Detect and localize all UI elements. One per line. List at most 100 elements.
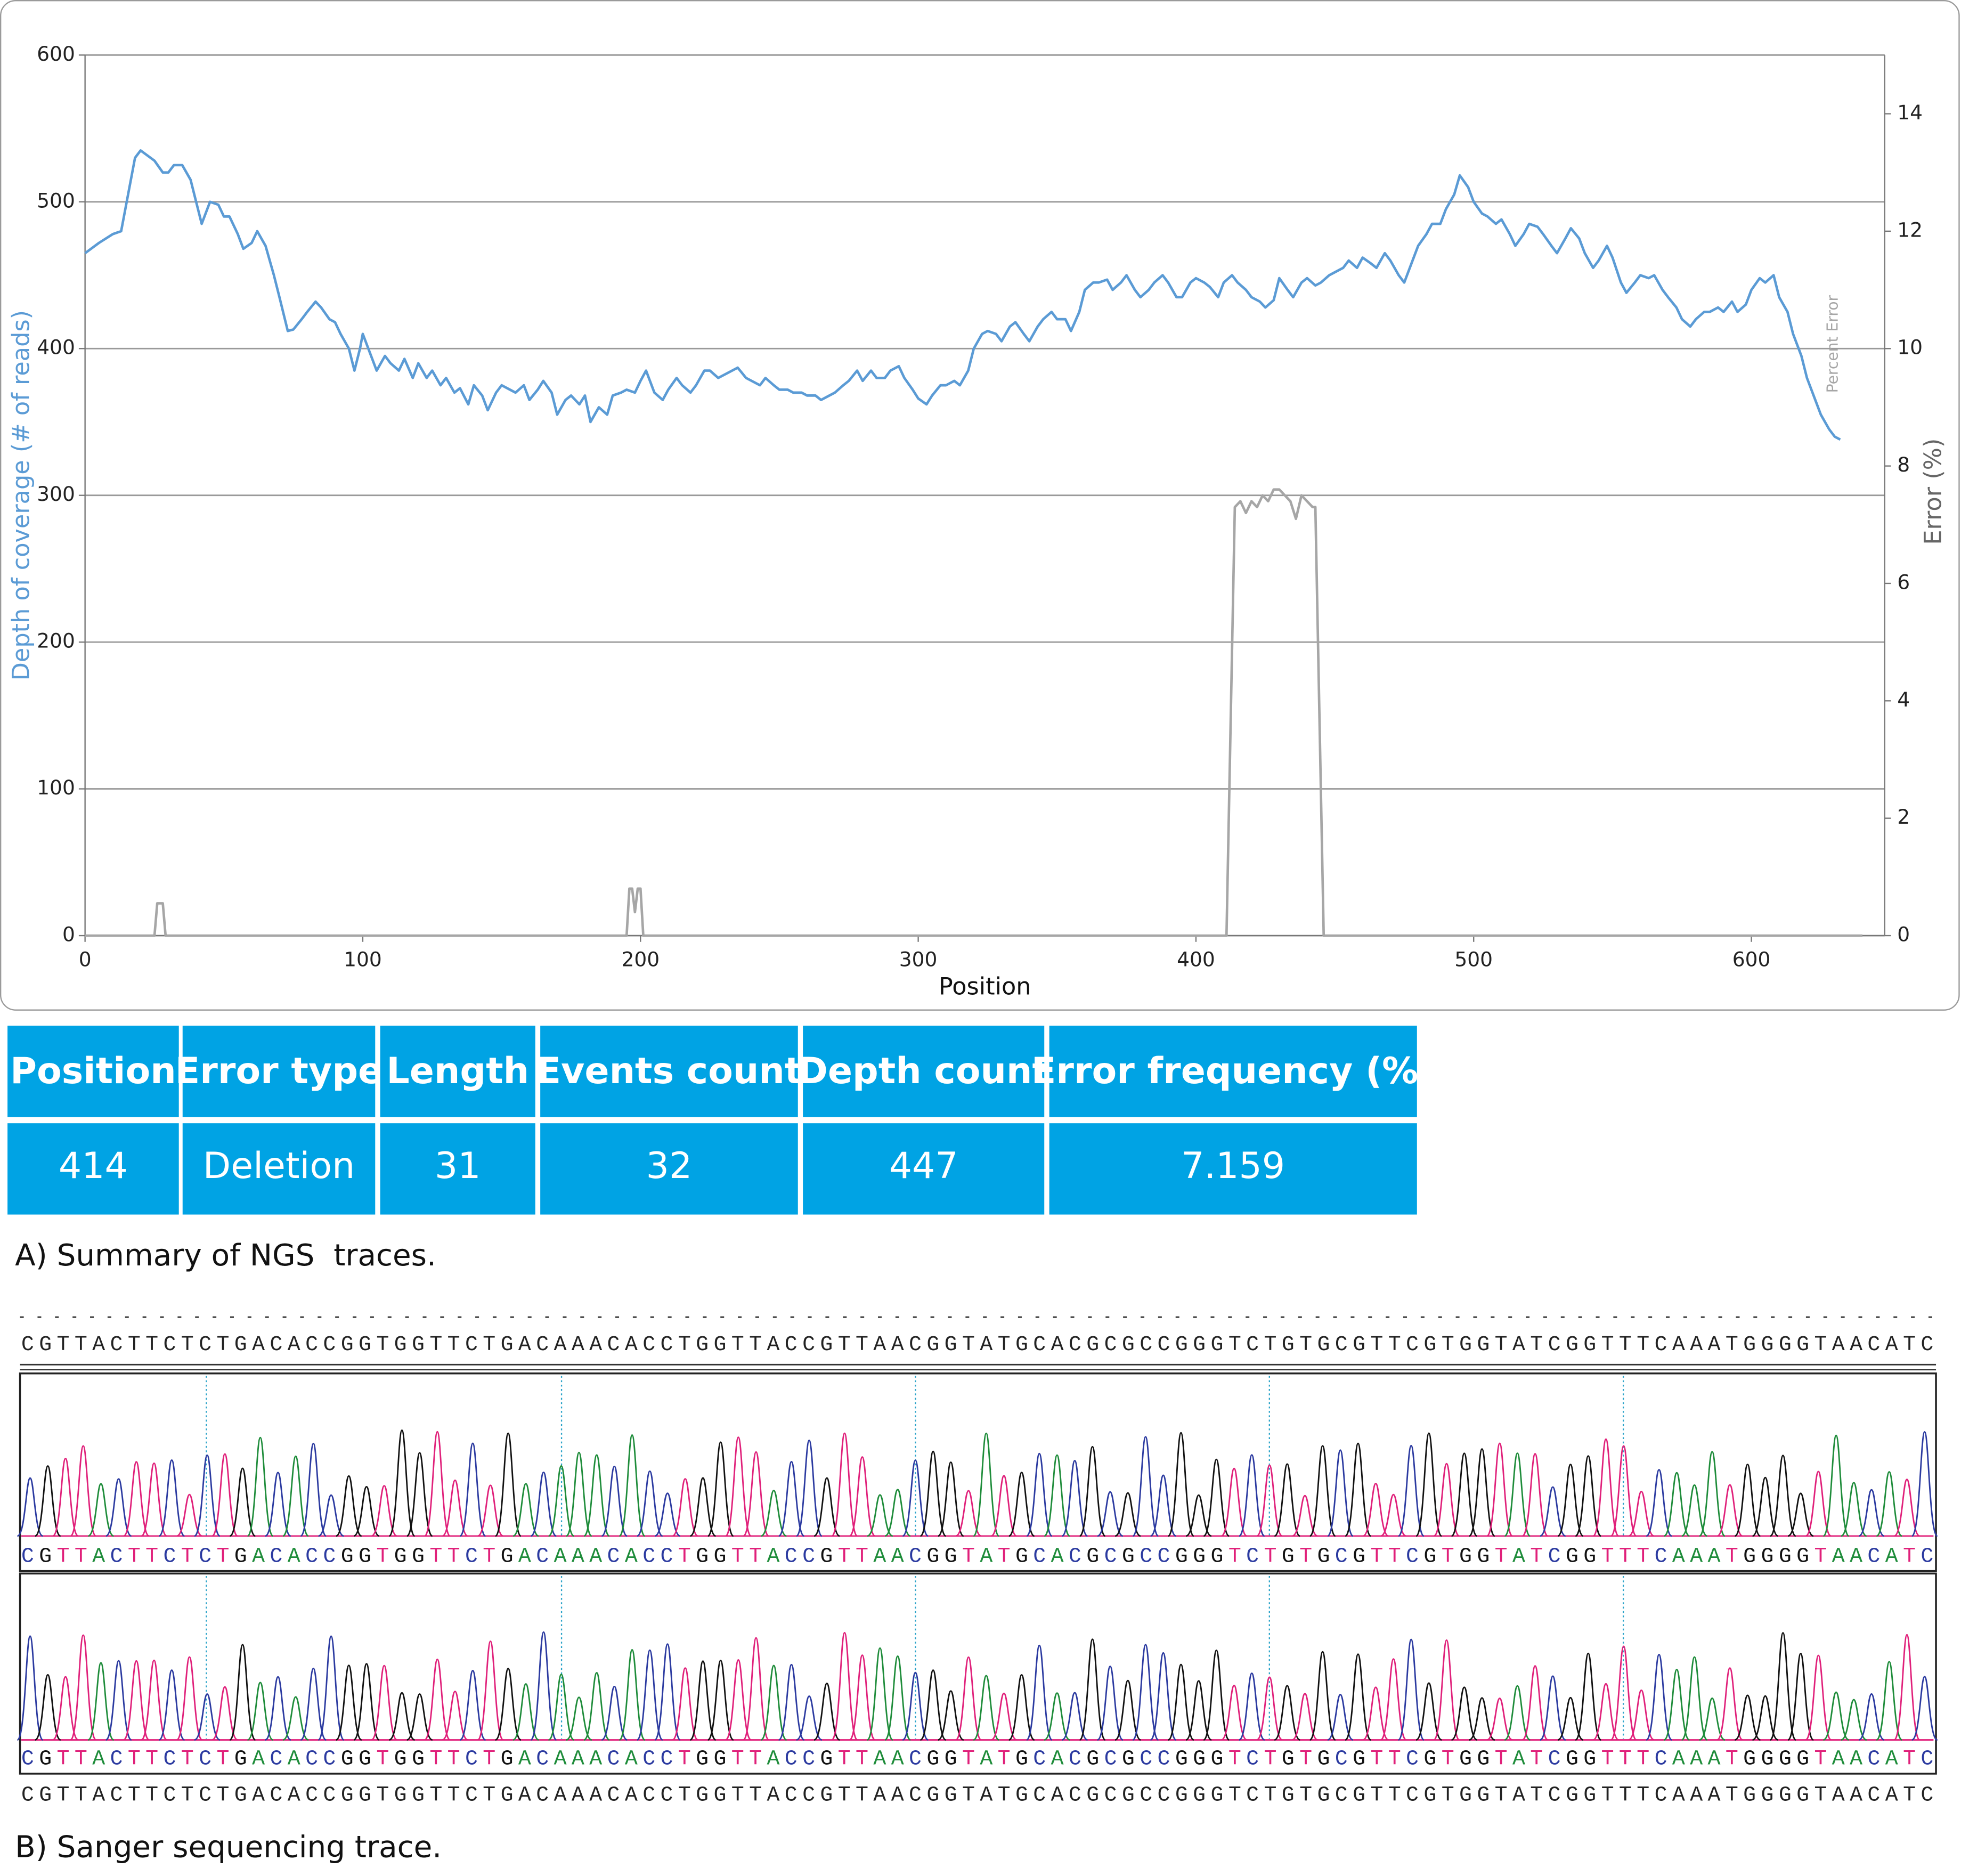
trace-peak [1575,1455,1601,1537]
trace-peak [707,1660,734,1741]
trace-peak [672,1478,698,1537]
trace-peak [1150,1474,1177,1537]
trace-peak [1344,1442,1372,1537]
header-cell [7,1026,179,1117]
trace-peak [884,1489,911,1537]
trace-peak [920,1450,947,1537]
y2-tick-label: 14 [1897,101,1923,124]
trace-peak [778,1461,805,1537]
trace-peak [1841,1482,1867,1537]
trace-peak [955,1656,982,1741]
trace-peak [1858,1693,1885,1741]
trace-peak [495,1668,522,1741]
header-cell [1049,1026,1417,1117]
cell [380,1123,535,1215]
trace-peak [1415,1432,1443,1537]
trace-peak [1327,1693,1354,1741]
trace-peak [229,1467,256,1537]
trace-peak [1026,1644,1053,1741]
trace-peak [1486,1698,1513,1741]
trace-peak [849,1456,876,1537]
trace-peak [1274,1685,1300,1741]
header-cell [803,1026,1045,1117]
header-text: Error type [175,1050,383,1092]
trace-peak [459,1442,486,1537]
x-tick-label: 400 [1177,947,1215,971]
trace-peak [1008,1472,1035,1537]
sequence: CGTTACTTCTCTGACACCGGTGGTTCTGACAAACACCTGG… [21,1333,1933,1357]
trace-peak [742,1451,770,1537]
trace-peak [742,1637,770,1741]
trace-peak [494,1432,522,1537]
trace-peak [689,1660,717,1741]
cell-text: 31 [435,1145,481,1187]
trace-peak [1504,1685,1531,1741]
x-axis-label: Position [939,973,1031,1001]
header-text: Error frequency (%) [1031,1050,1435,1092]
y2-tick-label: 4 [1897,688,1910,711]
cell [803,1123,1045,1215]
trace-peak [1893,1479,1921,1537]
trace-peak [282,1455,309,1537]
x-tick-label: 0 [79,947,92,971]
trace-peak [1486,1442,1514,1537]
cell-text: 32 [646,1145,693,1187]
trace-peak [1769,1632,1797,1741]
trace-peak [1716,1484,1743,1537]
trace-peak [1841,1699,1867,1741]
x-tick-label: 300 [899,947,938,971]
trace-peak [1805,1654,1832,1741]
header-text: Depth count [798,1050,1049,1092]
y2-tick-label: 10 [1897,336,1923,359]
trace-peak [1344,1653,1372,1741]
trace-peak [318,1494,345,1537]
trace-peak [990,1692,1018,1741]
trace-peak [1114,1679,1141,1741]
header-cell [380,1026,535,1117]
trace-peak [530,1471,557,1537]
trace-peak [1645,1654,1673,1741]
y2-tick-label: 8 [1897,453,1910,476]
trace-peak [1291,1693,1319,1741]
x-tick-label: 100 [344,947,382,971]
cell-text: 447 [889,1145,958,1187]
trace-peak [1203,1458,1230,1537]
trace-peak [1610,1645,1638,1741]
y-tick-label: 0 [62,923,75,946]
trace-peak [1132,1436,1159,1537]
trace-peak [424,1658,451,1741]
trace-peak [105,1660,132,1741]
cell [540,1123,798,1215]
trace-peak [105,1478,132,1537]
trace-peak [1185,1680,1212,1741]
trace-panel [19,1572,1937,1775]
cell [1049,1123,1417,1215]
trace-peak [654,1643,681,1741]
trace-peak [87,1483,115,1537]
trace-peak [1220,1684,1248,1741]
trace-peak [1097,1666,1124,1741]
cell-text: Deletion [203,1145,355,1187]
trace-peak [406,1452,434,1537]
trace-peak [1681,1656,1708,1741]
trace-peak [318,1635,345,1741]
trace-peak [920,1669,947,1741]
trace-peak [725,1436,752,1537]
trace-peak [194,1693,221,1741]
trace-peak [1220,1467,1248,1537]
trace-peak [637,1470,663,1537]
trace-peak [35,1674,61,1741]
y2-tick-label: 2 [1897,805,1910,829]
trace-peak [1734,1464,1761,1537]
trace-peak [636,1649,664,1741]
trace-peak [477,1484,504,1537]
trace-peak [1468,1448,1496,1537]
trace-peak [1380,1493,1407,1537]
chart: 0 100 200 300 400 500 600 0 2 4 6 8 10 12 14 0 100 200 300… [7,42,1947,1001]
trace-peak [1274,1463,1300,1537]
y-tick-label: 400 [37,336,75,359]
trace-peak [707,1441,735,1537]
trace-peak [1291,1495,1319,1537]
trace-peak [52,1457,79,1537]
